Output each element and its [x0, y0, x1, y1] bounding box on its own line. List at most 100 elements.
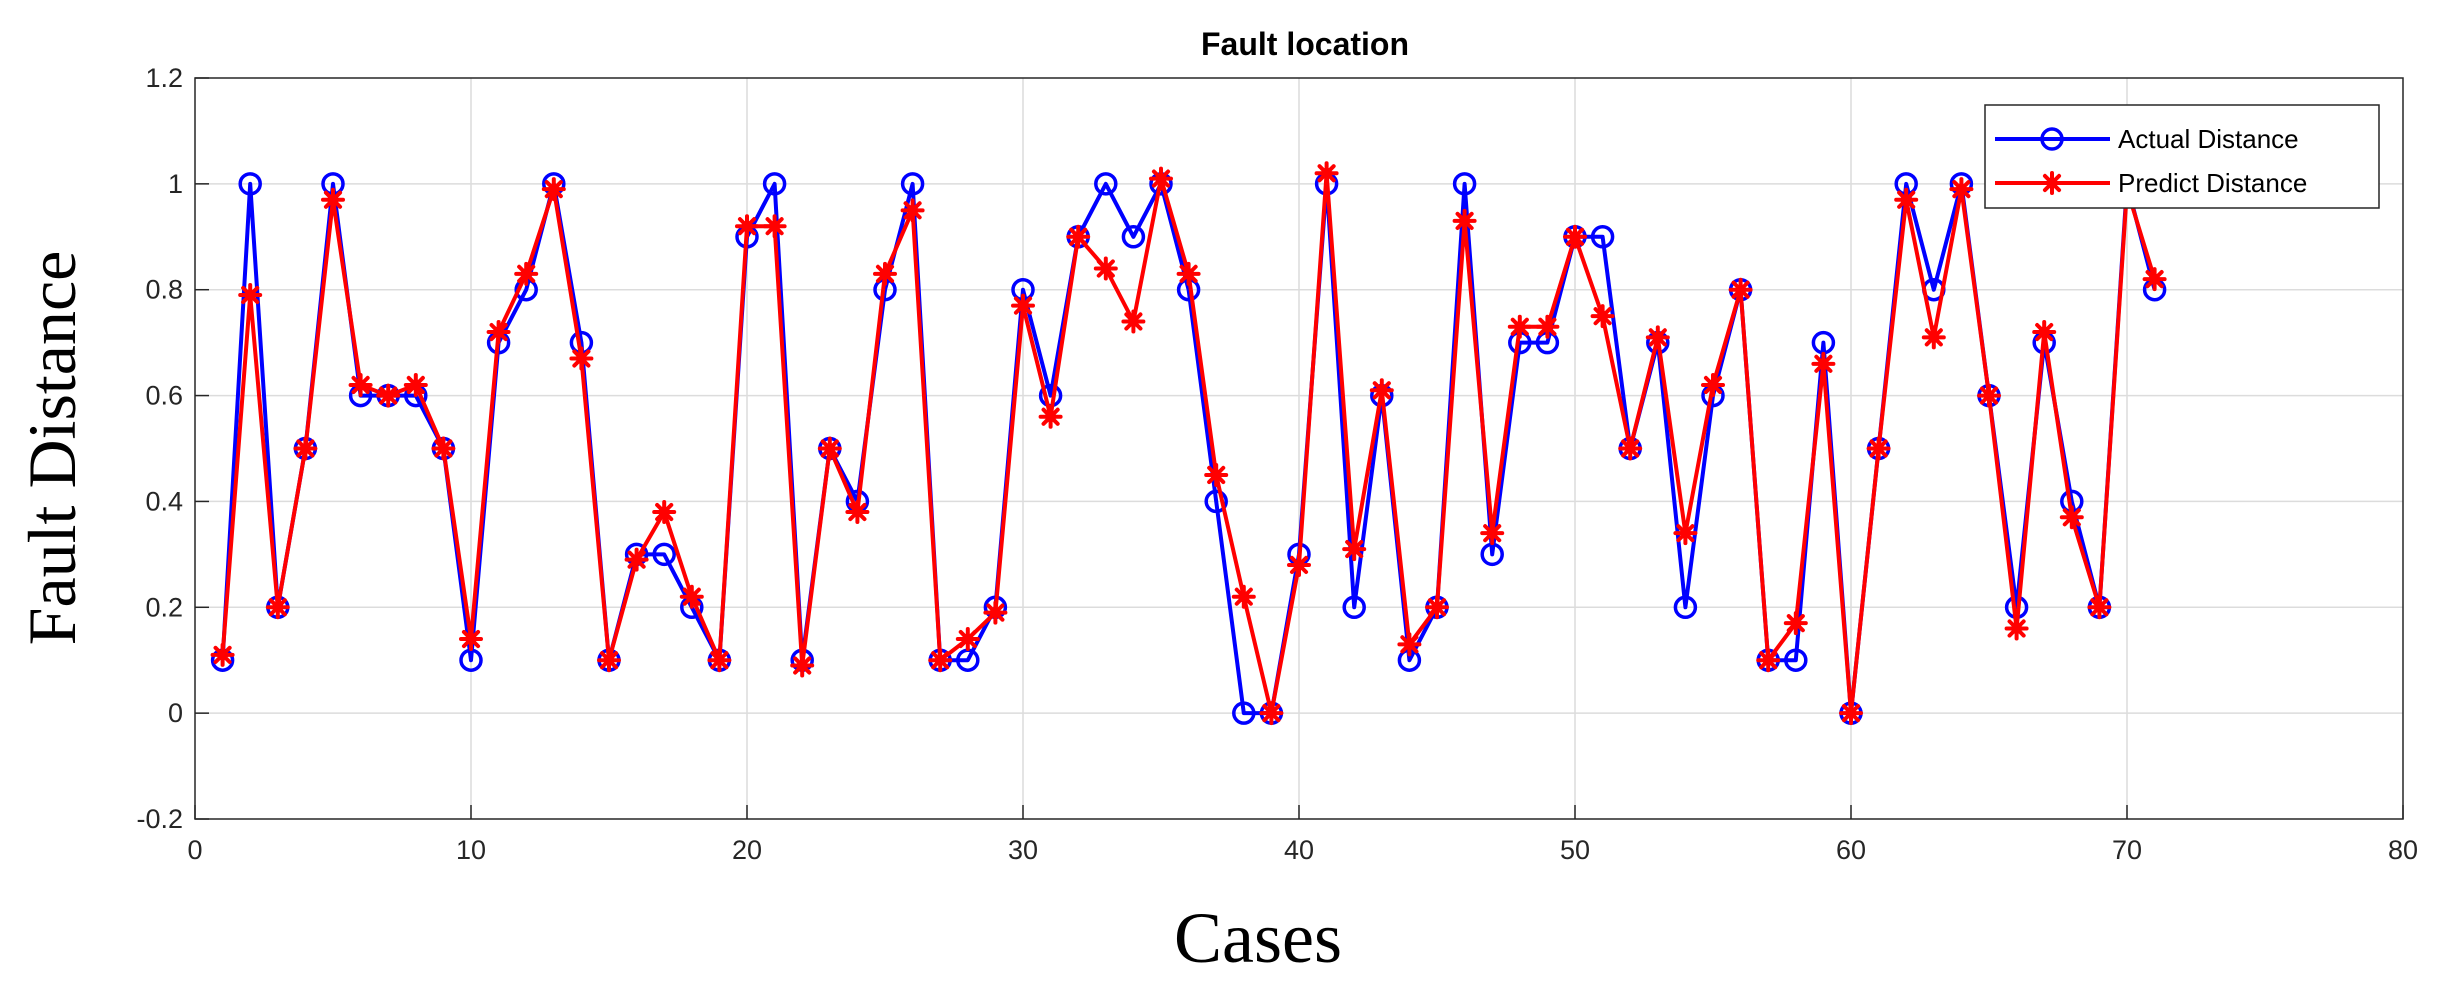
y-tick-label: 0.6 [145, 381, 183, 411]
data-point [1204, 462, 1229, 487]
x-tick-label: 60 [1836, 835, 1866, 865]
data-point [762, 172, 787, 196]
data-series [210, 161, 2167, 726]
data-point [2087, 595, 2112, 620]
data-point [790, 653, 815, 678]
data-point [1149, 166, 1173, 191]
y-tick-label: 1 [168, 169, 183, 199]
data-point [431, 436, 456, 461]
data-point [1866, 436, 1891, 461]
data-point [1011, 293, 1035, 318]
data-point [265, 595, 290, 620]
data-point [1369, 378, 1394, 403]
y-tick-label: 0.4 [145, 486, 183, 516]
axis-ticks: 0 10 20 30 40 50 60 70 80-0.200.20.40.60.811.2 [136, 63, 2418, 865]
x-tick-label: 40 [1284, 835, 1314, 865]
data-point [1314, 161, 1339, 186]
data-point [1590, 304, 1615, 329]
data-point [900, 198, 925, 223]
data-point [735, 214, 759, 239]
data-point [210, 642, 235, 667]
data-point [1121, 309, 1146, 334]
data-point [348, 372, 373, 397]
data-point [1811, 351, 1836, 376]
data-point [1784, 648, 1808, 672]
data-point [1563, 224, 1587, 249]
grid-lines [195, 78, 2403, 819]
data-point [1038, 404, 1063, 429]
series-predict-distance [210, 161, 2167, 726]
data-point [1397, 632, 1422, 657]
data-point [2032, 320, 2057, 345]
data-point [1535, 314, 1560, 339]
y-tick-label: 0.8 [145, 275, 183, 305]
y-tick-label: 0 [168, 698, 183, 728]
data-point [1894, 187, 1919, 212]
data-point [1094, 172, 1118, 196]
data-point [459, 627, 483, 652]
data-point [1121, 225, 1146, 249]
data-point [403, 372, 428, 397]
data-point [1452, 208, 1477, 233]
data-point [652, 542, 676, 567]
chart-title: Fault location [1201, 26, 1409, 62]
data-point [238, 172, 262, 196]
data-point [679, 584, 704, 609]
legend-asterisk-shape [2040, 171, 2064, 195]
data-point [1232, 701, 1256, 725]
data-point [900, 172, 925, 196]
x-tick-label: 0 [187, 835, 202, 865]
data-point [652, 500, 677, 525]
data-point [569, 346, 594, 371]
data-point [293, 436, 318, 461]
legend-label-predict: Predict Distance [2118, 168, 2307, 198]
data-point [845, 500, 870, 525]
data-point [707, 648, 732, 673]
data-point [2059, 505, 2084, 530]
data-point [541, 177, 566, 202]
x-tick-label: 20 [732, 835, 762, 865]
data-point [1066, 224, 1091, 249]
data-point [1452, 172, 1477, 196]
data-point [873, 261, 897, 286]
legend-marker-predict [2040, 171, 2064, 195]
data-point [486, 320, 511, 345]
data-point [1701, 372, 1725, 397]
data-point [1673, 595, 1698, 620]
x-tick-label: 70 [2112, 835, 2142, 865]
data-point [1949, 177, 1974, 202]
data-point [1645, 325, 1670, 350]
data-point [1342, 595, 1366, 620]
data-point [1176, 261, 1201, 286]
data-point [321, 187, 345, 212]
data-point [1507, 314, 1532, 339]
data-point [1756, 648, 1781, 673]
data-point [1618, 436, 1643, 461]
data-point [1921, 325, 1946, 350]
data-point [2004, 616, 2029, 641]
y-axis-label: Fault Distance [14, 251, 90, 646]
x-tick-label: 50 [1560, 835, 1590, 865]
data-point [817, 436, 842, 461]
data-point [1425, 595, 1449, 620]
data-point [1342, 537, 1367, 562]
legend-label-actual: Actual Distance [2118, 124, 2299, 154]
x-axis-label: Cases [1174, 898, 1342, 978]
data-point [1839, 701, 1863, 726]
data-point [1783, 611, 1808, 636]
data-point [1287, 552, 1311, 577]
data-point [1977, 383, 2001, 408]
data-point [762, 214, 787, 239]
data-point [1259, 701, 1284, 726]
data-point [928, 648, 953, 673]
legend-marker-actual [2040, 127, 2064, 151]
data-point [597, 648, 621, 673]
x-tick-label: 80 [2388, 835, 2418, 865]
data-point [624, 547, 649, 572]
data-point [238, 283, 263, 308]
data-point [1728, 277, 1753, 302]
legend: Actual Distance Predict Distance [1984, 104, 2380, 209]
data-point [983, 600, 1008, 625]
data-point [514, 261, 539, 286]
